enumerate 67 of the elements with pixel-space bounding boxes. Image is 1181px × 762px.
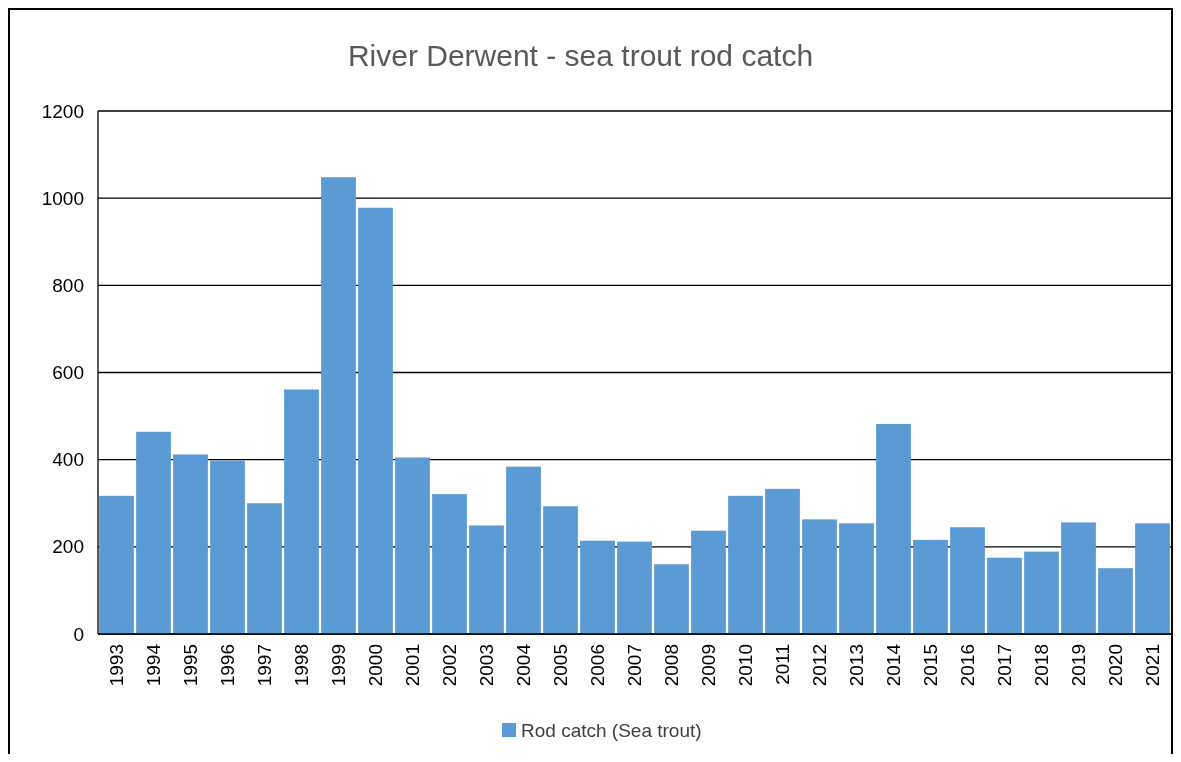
chart-title: River Derwent - sea trout rod catch bbox=[347, 39, 814, 72]
bar bbox=[950, 527, 985, 634]
x-tick-label: 1999 bbox=[328, 644, 350, 687]
y-tick-label: 200 bbox=[52, 536, 84, 558]
bar bbox=[284, 389, 319, 634]
bar bbox=[913, 539, 948, 634]
y-tick-label: 1000 bbox=[41, 187, 84, 209]
bar bbox=[728, 495, 763, 634]
x-tick-label: 2015 bbox=[920, 644, 942, 687]
x-tick-label: 2003 bbox=[476, 644, 498, 687]
bar bbox=[654, 564, 689, 634]
bar bbox=[765, 488, 800, 634]
x-tick-label: 2016 bbox=[957, 644, 979, 687]
x-tick-label: 1995 bbox=[180, 644, 202, 687]
bar bbox=[321, 177, 356, 634]
bar bbox=[506, 466, 541, 634]
bar bbox=[1061, 522, 1096, 634]
x-tick-label: 2014 bbox=[883, 643, 905, 687]
bar bbox=[543, 506, 578, 634]
bar bbox=[173, 454, 208, 634]
x-tick-label: 2009 bbox=[698, 644, 720, 687]
bar bbox=[1024, 551, 1059, 634]
bar bbox=[469, 525, 504, 634]
bar bbox=[432, 494, 467, 634]
bar bbox=[691, 530, 726, 634]
x-tick-label: 1993 bbox=[106, 644, 128, 687]
x-tick-label: 1997 bbox=[254, 644, 276, 687]
x-tick-label: 2019 bbox=[1068, 644, 1090, 687]
bar bbox=[358, 207, 393, 634]
x-tick-label: 2001 bbox=[402, 644, 424, 687]
x-tick-label: 1994 bbox=[143, 643, 165, 687]
bar bbox=[1098, 568, 1133, 634]
x-tick-label: 1998 bbox=[291, 644, 313, 687]
x-tick-label: 1996 bbox=[217, 644, 239, 687]
bar bbox=[247, 503, 282, 634]
x-tick-label: 2002 bbox=[439, 644, 461, 687]
x-tick-label: 2008 bbox=[661, 644, 683, 687]
bar bbox=[987, 557, 1022, 634]
x-tick-label: 2011 bbox=[772, 644, 794, 685]
y-tick-label: 800 bbox=[52, 274, 84, 296]
x-tick-label: 2021 bbox=[1142, 644, 1164, 687]
y-tick-label: 1200 bbox=[41, 100, 84, 122]
x-tick-label: 2006 bbox=[587, 644, 609, 687]
bar bbox=[876, 423, 911, 634]
x-tick-label: 2020 bbox=[1105, 644, 1127, 687]
x-tick-label: 2004 bbox=[513, 643, 535, 687]
bar bbox=[839, 523, 874, 634]
x-tick-label: 2010 bbox=[735, 644, 757, 687]
bar bbox=[1135, 523, 1170, 634]
bar bbox=[580, 540, 615, 634]
y-tick-label: 0 bbox=[73, 623, 84, 645]
x-tick-label: 2013 bbox=[846, 644, 868, 687]
x-tick-label: 2017 bbox=[994, 644, 1016, 687]
bar bbox=[99, 495, 134, 634]
y-tick-label: 600 bbox=[52, 362, 84, 384]
x-tick-label: 2012 bbox=[809, 644, 831, 687]
legend-label: Rod catch (Sea trout) bbox=[521, 719, 702, 741]
x-tick-label: 2018 bbox=[1031, 644, 1053, 687]
x-tick-label: 2007 bbox=[624, 644, 646, 687]
y-tick-label: 400 bbox=[52, 449, 84, 471]
x-tick-label: 2000 bbox=[365, 644, 387, 687]
bar bbox=[395, 457, 430, 634]
bar bbox=[617, 541, 652, 634]
bar bbox=[136, 431, 171, 634]
x-tick-label: 2005 bbox=[550, 644, 572, 687]
bar bbox=[802, 519, 837, 634]
bar bbox=[210, 460, 245, 634]
